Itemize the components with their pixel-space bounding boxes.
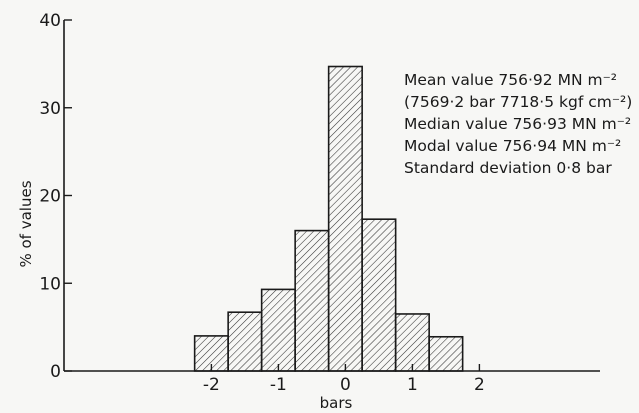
y-tick-label: 40	[39, 11, 61, 31]
histogram-bar-3	[294, 229, 330, 372]
bars-layer	[193, 65, 464, 372]
annotation-line-2: Median value 756·93 MN m⁻²	[404, 115, 631, 133]
y-tick-label: 10	[39, 274, 61, 294]
x-tick-label: -2	[203, 375, 220, 395]
histogram-bar-2	[260, 288, 296, 372]
x-tick-label: 0	[340, 375, 351, 395]
histogram-bar-7	[428, 335, 464, 372]
annotation-line-4: Standard deviation 0·8 bar	[404, 159, 612, 177]
x-tick-label: 1	[407, 375, 418, 395]
y-axis-title: % of values	[17, 180, 35, 267]
annotation-line-1: (7569·2 bar 7718·5 kgf cm⁻²)	[404, 93, 632, 111]
histogram-bar-6	[394, 313, 430, 372]
histogram-bar-1	[227, 311, 263, 372]
y-ticks: 0 10 20 30 40	[39, 11, 72, 382]
y-tick-label: 30	[39, 99, 61, 119]
x-tick-label: 2	[474, 375, 485, 395]
histogram-bar-4	[327, 65, 363, 372]
annotation-line-3: Modal value 756·94 MN m⁻²	[404, 137, 621, 155]
x-ticks: -2 -1 0 1 2	[203, 364, 485, 395]
statistics-annotation: Mean value 756·92 MN m⁻² (7569·2 bar 7718…	[404, 71, 632, 177]
annotation-line-0: Mean value 756·92 MN m⁻²	[404, 71, 617, 89]
y-tick-label: 0	[50, 362, 61, 382]
x-tick-label: -1	[270, 375, 287, 395]
histogram-bar-5	[361, 218, 397, 372]
y-tick-label: 20	[39, 187, 61, 207]
x-axis-title: bars	[320, 394, 353, 412]
